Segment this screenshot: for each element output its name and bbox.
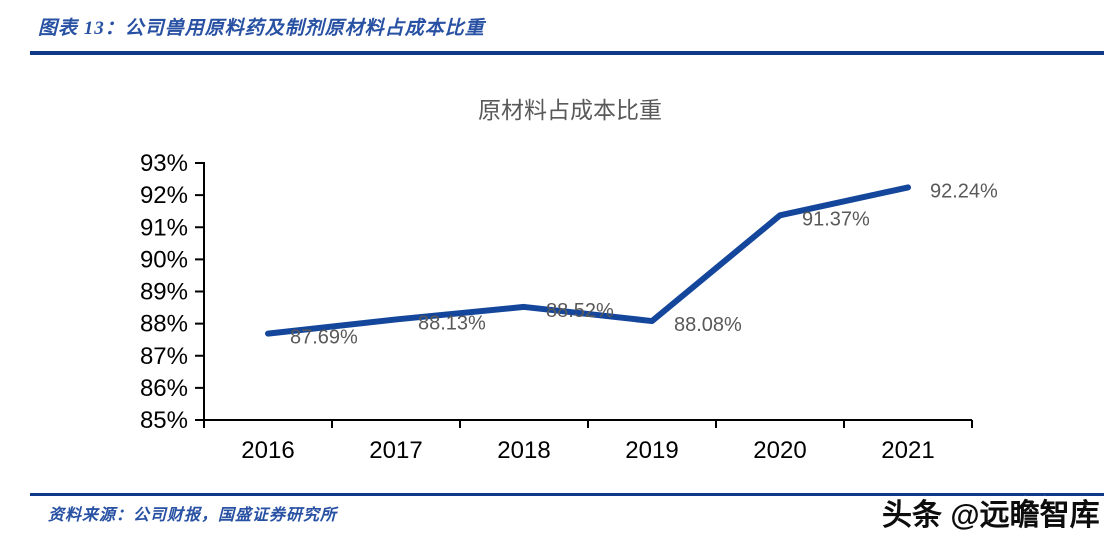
- series-line: [265, 184, 911, 337]
- caption-divider-rule: [30, 51, 1104, 55]
- x-tick-label: 2017: [369, 437, 422, 464]
- source-note: 资料来源：公司财报，国盛证券研究所: [48, 507, 338, 524]
- y-tick-label: 93%: [140, 150, 188, 177]
- y-tick-label: 91%: [140, 214, 188, 241]
- x-tick-label: 2020: [753, 437, 806, 464]
- watermark: 头条 @远瞻智库: [882, 499, 1100, 532]
- data-label: 88.13%: [418, 312, 486, 334]
- y-tick-label: 88%: [140, 311, 188, 338]
- figure-caption: 图表 13：公司兽用原料药及制剂原材料占成本比重: [38, 18, 485, 39]
- data-label: 91.37%: [802, 208, 870, 230]
- chart-title: 原材料占成本比重: [478, 97, 662, 123]
- y-tick-label: 85%: [140, 407, 188, 434]
- data-label: 88.52%: [546, 300, 614, 322]
- data-label: 87.69%: [290, 327, 358, 349]
- y-tick-label: 89%: [140, 279, 188, 306]
- x-tick-label: 2019: [625, 437, 678, 464]
- x-tick-label: 2016: [241, 437, 294, 464]
- x-tick-label: 2018: [497, 437, 550, 464]
- data-label: 92.24%: [930, 180, 998, 202]
- y-tick-label: 90%: [140, 246, 188, 273]
- y-tick-label: 86%: [140, 375, 188, 402]
- data-label: 88.08%: [674, 314, 742, 336]
- footer-divider-rule: [30, 493, 1104, 496]
- y-tick-label: 92%: [140, 182, 188, 209]
- x-tick-label: 2021: [881, 437, 934, 464]
- y-tick-label: 87%: [140, 343, 188, 370]
